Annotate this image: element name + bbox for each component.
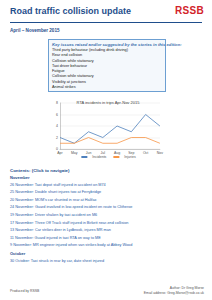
html-text:Fatigue: Fatigue	[52, 69, 65, 74]
svg-text:0: 0	[56, 147, 58, 151]
html-text:17 November: Three Off Track s: 17 November: Three Off Track staff injur…	[10, 220, 129, 225]
html-text:30 October: Taxi struck in rea: 30 October: Taxi struck in rear by car, …	[10, 258, 105, 263]
svg-text:6: 6	[56, 113, 58, 117]
html-text:9 November: MR engineer injure: 9 November: MR engineer injured when van…	[10, 243, 133, 248]
html-text:20 November: MOM's car shunted: 20 November: MOM's car shunted in rear a…	[10, 197, 97, 202]
html-text:Rear end collision: Rear end collision	[52, 53, 83, 58]
html-text:April – November 2015: April – November 2015	[10, 28, 60, 33]
html-text:Contents: (Click to navigate): Contents: (Click to navigate)	[10, 168, 70, 173]
svg-text:Jul: Jul	[100, 151, 106, 155]
svg-text:4: 4	[56, 124, 58, 128]
html-text:Key issues raised and/or sugge: Key issues raised and/or suggested by th…	[52, 42, 182, 47]
html-text:Collision while stationary: Collision while stationary	[52, 58, 94, 63]
html-text:October: October	[10, 250, 26, 256]
svg-text:RTA incidents in trips Apr-Nov: RTA incidents in trips Apr-Nov 2015	[77, 100, 141, 105]
html-text:25 November: Double shunt inju: 25 November: Double shunt injures two at…	[10, 190, 102, 195]
svg-text:Nov: Nov	[157, 151, 163, 155]
svg-text:Apr: Apr	[57, 151, 63, 155]
html-text:Animal strikes: Animal strikes	[52, 85, 76, 90]
html-text:Third party behaviour (includi: Third party behaviour (including drink d…	[52, 48, 128, 52]
svg-text:Sep: Sep	[128, 151, 135, 155]
html-text:RSSB: RSSB	[175, 5, 204, 16]
svg-text:Injuries: Injuries	[124, 155, 136, 159]
svg-text:8: 8	[56, 101, 58, 105]
html-text:Author: Dr Greg Morse: Author: Dr Greg Morse	[169, 286, 204, 290]
svg-text:Oct: Oct	[143, 151, 148, 155]
html-text:Email address: Greg.Morse@rssb: Email address: Greg.Morse@rssb.co.uk	[143, 290, 204, 295]
svg-text:2: 2	[56, 136, 58, 140]
html-text:Collision while stationary: Collision while stationary	[52, 74, 94, 79]
html-text:13 November: Car strikes deer: 13 November: Car strikes deer in Lydbroo…	[10, 228, 111, 233]
html-text:Road traffic collision update: Road traffic collision update	[10, 6, 131, 16]
svg-text:May: May	[71, 151, 78, 155]
html-text:11 November: Guard injured in: 11 November: Guard injured in taxi RTA o…	[10, 235, 101, 240]
html-text:Taxi driver behaviour: Taxi driver behaviour	[52, 63, 87, 68]
html-text:19 November: Driver shaken by: 19 November: Driver shaken by taxi accid…	[10, 213, 98, 217]
html-text:24 November: Guard involved in: 24 November: Guard involved in low-speed…	[10, 205, 133, 210]
svg-text:Incidents: Incidents	[92, 155, 106, 159]
html-text:Visibility at junctions: Visibility at junctions	[52, 79, 86, 84]
html-text:Produced by RSSB: Produced by RSSB	[10, 289, 40, 293]
html-text:November: November	[10, 175, 30, 180]
svg-text:Aug: Aug	[114, 151, 120, 155]
html-text:26 November: Taxi depot staff: 26 November: Taxi depot staff injured in…	[10, 182, 106, 187]
svg-text:Jun: Jun	[86, 151, 92, 155]
